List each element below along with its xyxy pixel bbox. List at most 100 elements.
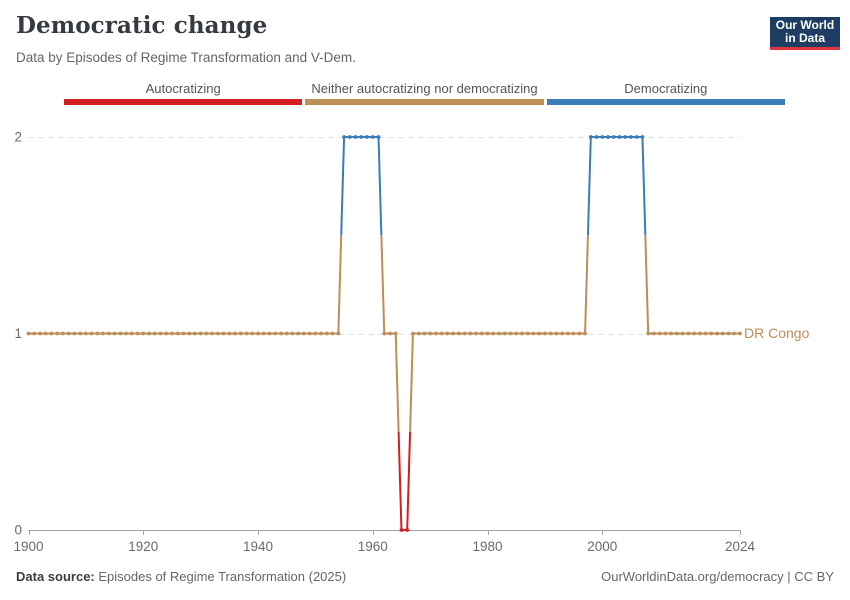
data-point xyxy=(543,331,547,336)
data-point xyxy=(640,135,645,139)
data-point xyxy=(376,135,381,139)
data-point xyxy=(657,331,662,336)
data-point xyxy=(215,331,220,336)
data-point xyxy=(439,331,444,336)
data-point xyxy=(502,331,507,336)
x-tick-label: 1940 xyxy=(243,539,273,554)
data-point xyxy=(267,331,272,336)
data-point xyxy=(313,331,318,336)
data-point xyxy=(594,135,599,139)
data-point xyxy=(646,331,651,336)
data-point xyxy=(244,331,249,336)
data-point xyxy=(32,331,37,336)
data-point xyxy=(451,331,456,336)
data-point xyxy=(152,331,157,336)
data-point xyxy=(508,331,513,336)
data-point xyxy=(370,135,375,139)
legend-labels-row: Autocratizing Neither autocratizing nor … xyxy=(64,81,785,105)
data-point xyxy=(732,331,737,336)
data-point xyxy=(686,331,691,336)
series-segment xyxy=(584,235,589,334)
data-point xyxy=(319,331,324,336)
series-segment xyxy=(397,431,403,531)
data-point xyxy=(284,331,289,336)
series-segment xyxy=(377,136,383,236)
data-point xyxy=(634,135,639,139)
data-point xyxy=(129,331,134,336)
data-point xyxy=(462,331,467,336)
data-point xyxy=(428,331,433,336)
data-point xyxy=(83,331,88,336)
series-segment xyxy=(406,431,412,531)
data-point xyxy=(38,331,42,336)
legend-label-autocratizing: Autocratizing xyxy=(145,81,221,96)
data-source-note: Data source: Episodes of Regime Transfor… xyxy=(16,569,346,584)
data-point xyxy=(537,331,542,336)
legend-item-democratizing: Democratizing xyxy=(546,81,785,105)
series-segment xyxy=(394,333,400,432)
data-point xyxy=(124,331,128,336)
data-point xyxy=(709,331,714,336)
data-point xyxy=(61,331,65,336)
data-point xyxy=(382,331,387,336)
data-source-label: Data source: xyxy=(16,569,95,584)
data-point xyxy=(445,331,450,336)
data-point xyxy=(393,331,398,336)
y-tick-label: 2 xyxy=(14,130,22,145)
data-point xyxy=(554,331,559,336)
data-point xyxy=(726,331,731,336)
x-tick-label: 2000 xyxy=(587,539,617,554)
data-point xyxy=(89,331,94,336)
data-point xyxy=(353,135,358,139)
series-segment xyxy=(337,235,343,334)
data-source-text: Episodes of Regime Transformation (2025) xyxy=(94,569,347,584)
category-legend: Autocratizing Neither autocratizing nor … xyxy=(64,81,785,105)
data-point xyxy=(135,331,140,336)
data-point xyxy=(43,331,48,336)
data-point xyxy=(456,331,461,336)
x-tick-label: 1980 xyxy=(473,539,503,554)
data-point xyxy=(95,331,100,336)
data-point xyxy=(141,331,146,336)
legend-label-neither: Neither autocratizing nor democratizing xyxy=(311,81,538,96)
data-point xyxy=(738,331,742,336)
data-point xyxy=(238,331,243,336)
series-segment xyxy=(409,333,414,432)
legend-item-neither: Neither autocratizing nor democratizing xyxy=(305,81,544,105)
data-point xyxy=(652,331,656,336)
chart-footer: Data source: Episodes of Regime Transfor… xyxy=(16,569,834,584)
data-point xyxy=(405,528,410,532)
data-point xyxy=(250,331,255,336)
data-point xyxy=(623,135,628,139)
legend-label-democratizing: Democratizing xyxy=(624,81,708,96)
data-point xyxy=(497,331,501,336)
data-point xyxy=(548,331,553,336)
credit-note: OurWorldinData.org/democracy | CC BY xyxy=(601,569,834,584)
data-point xyxy=(674,331,679,336)
data-point xyxy=(399,528,404,532)
data-point xyxy=(347,135,352,139)
series-segment xyxy=(340,136,346,236)
owid-logo-line1: Our World xyxy=(775,18,835,32)
series-segment xyxy=(586,136,592,236)
owid-logo[interactable]: Our World in Data xyxy=(770,17,840,50)
data-point xyxy=(531,331,536,336)
x-tick-label: 1960 xyxy=(358,539,388,554)
data-point xyxy=(324,331,329,336)
data-point xyxy=(474,331,478,336)
data-point xyxy=(525,331,530,336)
data-point xyxy=(629,135,633,139)
data-point xyxy=(514,331,519,336)
data-point xyxy=(233,331,237,336)
data-point xyxy=(715,331,719,336)
data-point xyxy=(663,331,668,336)
data-point xyxy=(147,331,151,336)
data-point xyxy=(261,331,266,336)
data-point xyxy=(491,331,496,336)
data-point xyxy=(388,331,392,336)
data-point xyxy=(565,331,570,336)
data-point xyxy=(577,331,582,336)
data-point xyxy=(101,331,105,336)
